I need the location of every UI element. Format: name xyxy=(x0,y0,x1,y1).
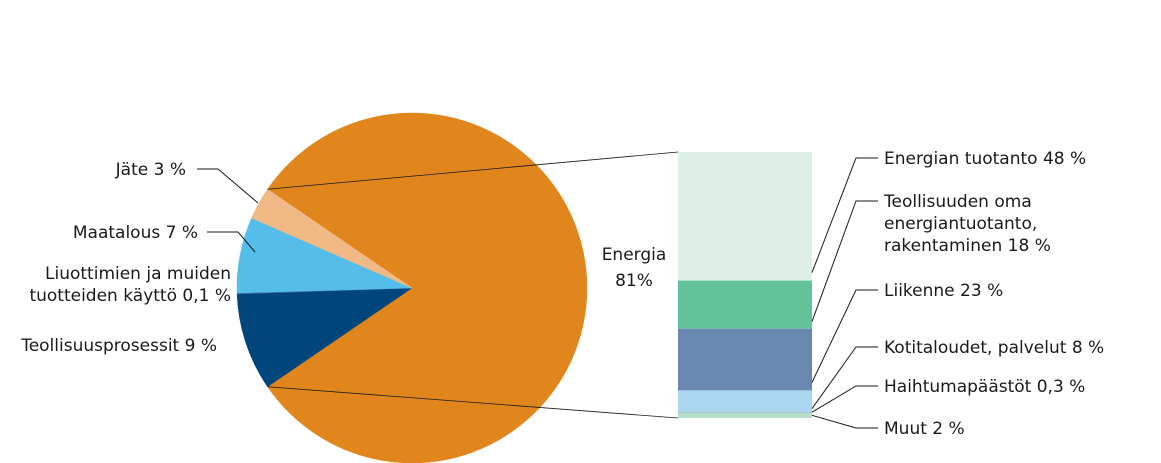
bar-segment-muut-2 xyxy=(678,412,812,418)
bar-label-liikenne-23: Liikenne 23 % xyxy=(884,281,1003,301)
pie-label-maatalous-7: Maatalous 7 % xyxy=(73,223,198,243)
chart-labels: Energia 81% Teollisuusprosessit 9 % Liuotti… xyxy=(20,149,1104,439)
stacked-bar xyxy=(678,152,812,418)
pie-label-liuottimien-ja-muiden-line: Liuottimien ja muiden xyxy=(45,264,231,284)
bar-leader-energian-tuotanto-48 xyxy=(811,157,878,273)
pie-label-energia-line: Energia xyxy=(602,245,667,265)
connector-bottom xyxy=(267,386,679,419)
pie-label-energia-line: 81% xyxy=(615,271,653,291)
bar-label-haihtumapaastot-0-3-line: Haihtumapäästöt 0,3 % xyxy=(884,377,1085,397)
bar-label-teollisuuden-oma: Teollisuuden oma energiantuotanto, rakenta… xyxy=(883,192,1051,256)
bar-label-teollisuuden-oma-line: Teollisuuden oma xyxy=(883,192,1032,212)
leader-line-jate-3 xyxy=(197,168,259,204)
pie-label-liuottimien-ja-muiden-line: tuotteiden käyttö 0,1 % xyxy=(29,286,231,306)
bar-label-teollisuuden-oma-line: energiantuotanto, xyxy=(884,214,1037,234)
pie-slice-jate-3 xyxy=(251,188,413,289)
bar-label-kotitaloudet-palvelut-8: Kotitaloudet, palvelut 8 % xyxy=(884,338,1104,358)
bar-label-liikenne-23-line: Liikenne 23 % xyxy=(884,281,1003,301)
pie-label-liuottimien-ja-muiden: Liuottimien ja muiden tuotteiden käyttö 0… xyxy=(29,264,231,306)
bar-leader-muut-2 xyxy=(811,414,878,429)
pie-label-maatalous-7-line: Maatalous 7 % xyxy=(73,223,198,243)
bar-label-muut-2-line: Muut 2 % xyxy=(884,419,965,439)
pie-bar-connectors xyxy=(267,151,679,419)
bar-segment-teollisuuden-oma xyxy=(678,280,812,329)
pie-slice-teollisuusprosessit-9 xyxy=(236,287,413,388)
bar-segment-liikenne-23 xyxy=(678,328,812,391)
pie-chart xyxy=(236,112,588,463)
pie-label-jate-3-line: Jäte 3 % xyxy=(115,160,186,180)
bar-label-kotitaloudet-palvelut-8-line: Kotitaloudet, palvelut 8 % xyxy=(884,338,1104,358)
bar-segment-energian-tuotanto-48 xyxy=(678,152,812,281)
bar-leader-liikenne-23 xyxy=(811,289,878,383)
pie-label-teollisuusprosessit-9: Teollisuusprosessit 9 % xyxy=(20,336,217,356)
bar-segment-kotitaloudet-palvelut-8 xyxy=(678,390,812,412)
bar-leader-teollisuuden-oma xyxy=(811,200,878,322)
bar-label-muut-2: Muut 2 % xyxy=(884,419,965,439)
pie-label-energia: Energia 81% xyxy=(602,245,667,291)
leader-line-maatalous-7 xyxy=(207,231,256,253)
pie-label-jate-3: Jäte 3 % xyxy=(115,160,186,180)
pie-label-teollisuusprosessit-9-line: Teollisuusprosessit 9 % xyxy=(20,336,217,356)
connector-top xyxy=(267,151,679,190)
bar-label-energian-tuotanto-48: Energian tuotanto 48 % xyxy=(884,149,1086,169)
bar-segment-haihtumapaastot-0-3 xyxy=(678,411,812,413)
pie-slice-energia xyxy=(267,112,588,463)
bar-leader-kotitaloudet-palvelut-8 xyxy=(811,346,878,409)
bar-label-teollisuuden-oma-line: rakentaminen 18 % xyxy=(884,236,1051,256)
bar-label-energian-tuotanto-48-line: Energian tuotanto 48 % xyxy=(884,149,1086,169)
bar-leader-haihtumapaastot-0-3 xyxy=(811,385,878,413)
bar-label-haihtumapaastot-0-3: Haihtumapäästöt 0,3 % xyxy=(884,377,1085,397)
